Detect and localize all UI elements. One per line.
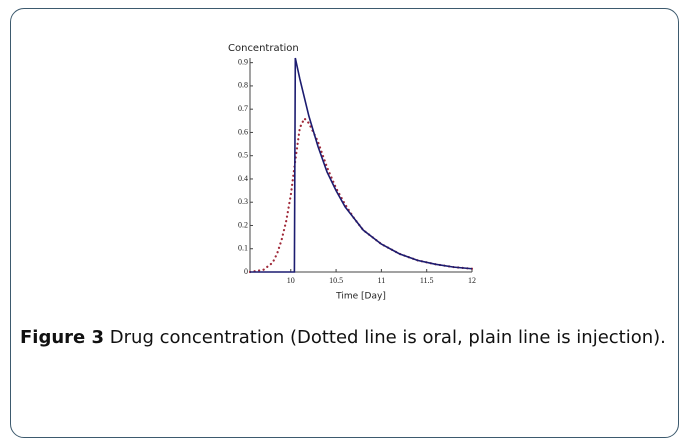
- y-tick-label: 0.4: [238, 174, 248, 183]
- y-tick-label: 0.5: [238, 151, 248, 160]
- y-axis-label: Concentration: [228, 43, 299, 54]
- y-tick-label: 0.2: [238, 220, 248, 229]
- y-tick-label: 0.3: [238, 197, 248, 206]
- x-tick-label: 10.5: [329, 276, 343, 285]
- chart: Concentration Time [Day] 0 0.1 0.2 0.3 0.4 0.…: [228, 43, 476, 302]
- x-tick-label: 11: [378, 276, 386, 285]
- y-tick-label: 0.1: [238, 244, 248, 253]
- caption-text: Drug concentration (Dotted line is oral,…: [104, 327, 666, 348]
- x-tick-label: 10: [287, 276, 295, 285]
- x-tick-label: 12: [468, 276, 476, 285]
- y-tick-label: 0.9: [238, 57, 248, 66]
- series-line: [250, 57, 473, 273]
- y-tick-label: 0.6: [238, 127, 248, 136]
- y-tick-label: 0: [244, 267, 248, 276]
- caption: Figure 3 Drug concentration (Dotted line…: [20, 322, 670, 354]
- x-axis-label: Time [Day]: [335, 292, 386, 302]
- x-tick-label: 11.5: [420, 276, 434, 285]
- series-line: [248, 116, 474, 274]
- caption-label: Figure 3: [20, 327, 105, 348]
- y-tick-label: 0.7: [238, 104, 248, 113]
- y-tick-label: 0.8: [238, 81, 248, 90]
